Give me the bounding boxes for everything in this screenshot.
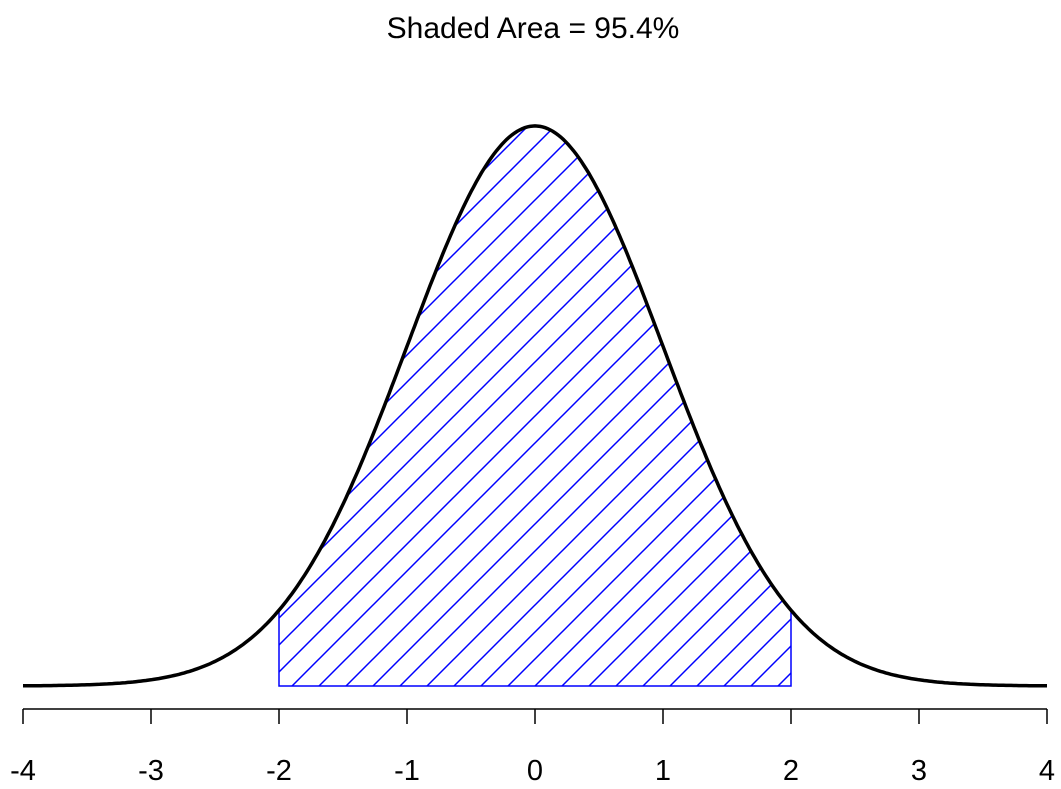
x-tick-label: -2 — [266, 755, 292, 787]
x-tick-label: 0 — [527, 755, 543, 787]
density-curve — [23, 124, 1047, 688]
x-tick-label: -3 — [138, 755, 164, 787]
x-tick-label: 1 — [655, 755, 671, 787]
x-tick-label: 4 — [1039, 755, 1055, 787]
x-tick-label: 3 — [911, 755, 927, 787]
x-tick-label: -1 — [394, 755, 420, 787]
x-tick-label: 2 — [783, 755, 799, 787]
x-tick-label: -4 — [10, 755, 36, 787]
shaded-area — [278, 125, 792, 687]
chart-title: Shaded Area = 95.4% — [387, 12, 680, 45]
